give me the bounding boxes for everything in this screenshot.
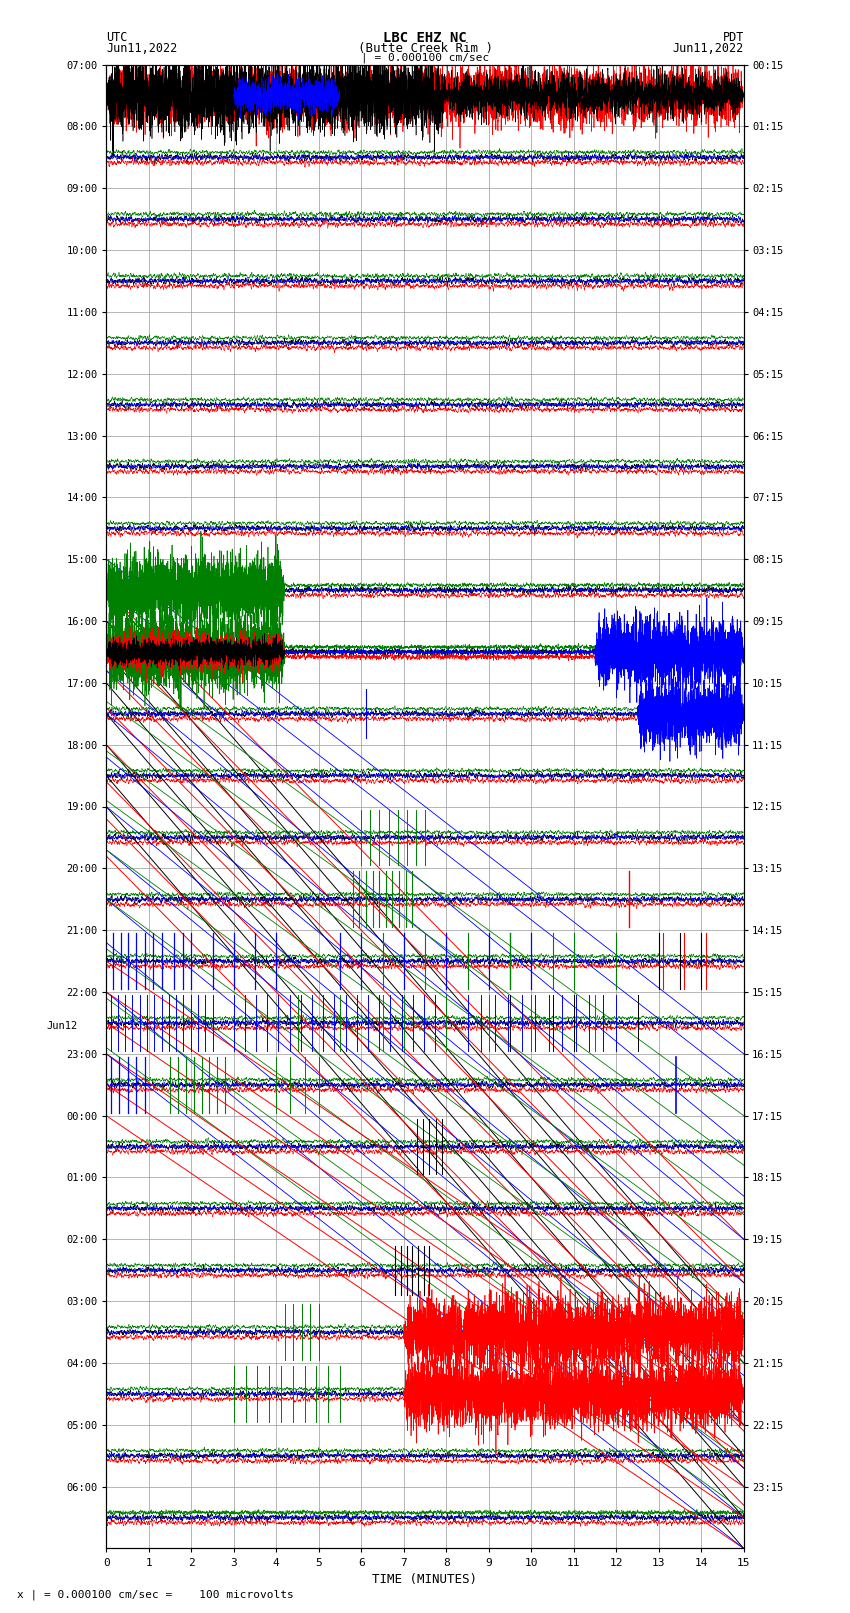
Text: Jun11,2022: Jun11,2022: [672, 42, 744, 55]
Text: UTC: UTC: [106, 31, 128, 45]
Text: Jun11,2022: Jun11,2022: [106, 42, 178, 55]
Text: LBC EHZ NC: LBC EHZ NC: [383, 31, 467, 45]
Text: Jun12: Jun12: [47, 1021, 78, 1031]
Text: PDT: PDT: [722, 31, 744, 45]
Text: (Butte Creek Rim ): (Butte Creek Rim ): [358, 42, 492, 55]
Text: x | = 0.000100 cm/sec =    100 microvolts: x | = 0.000100 cm/sec = 100 microvolts: [17, 1589, 294, 1600]
Text: | = 0.000100 cm/sec: | = 0.000100 cm/sec: [361, 52, 489, 63]
X-axis label: TIME (MINUTES): TIME (MINUTES): [372, 1573, 478, 1586]
